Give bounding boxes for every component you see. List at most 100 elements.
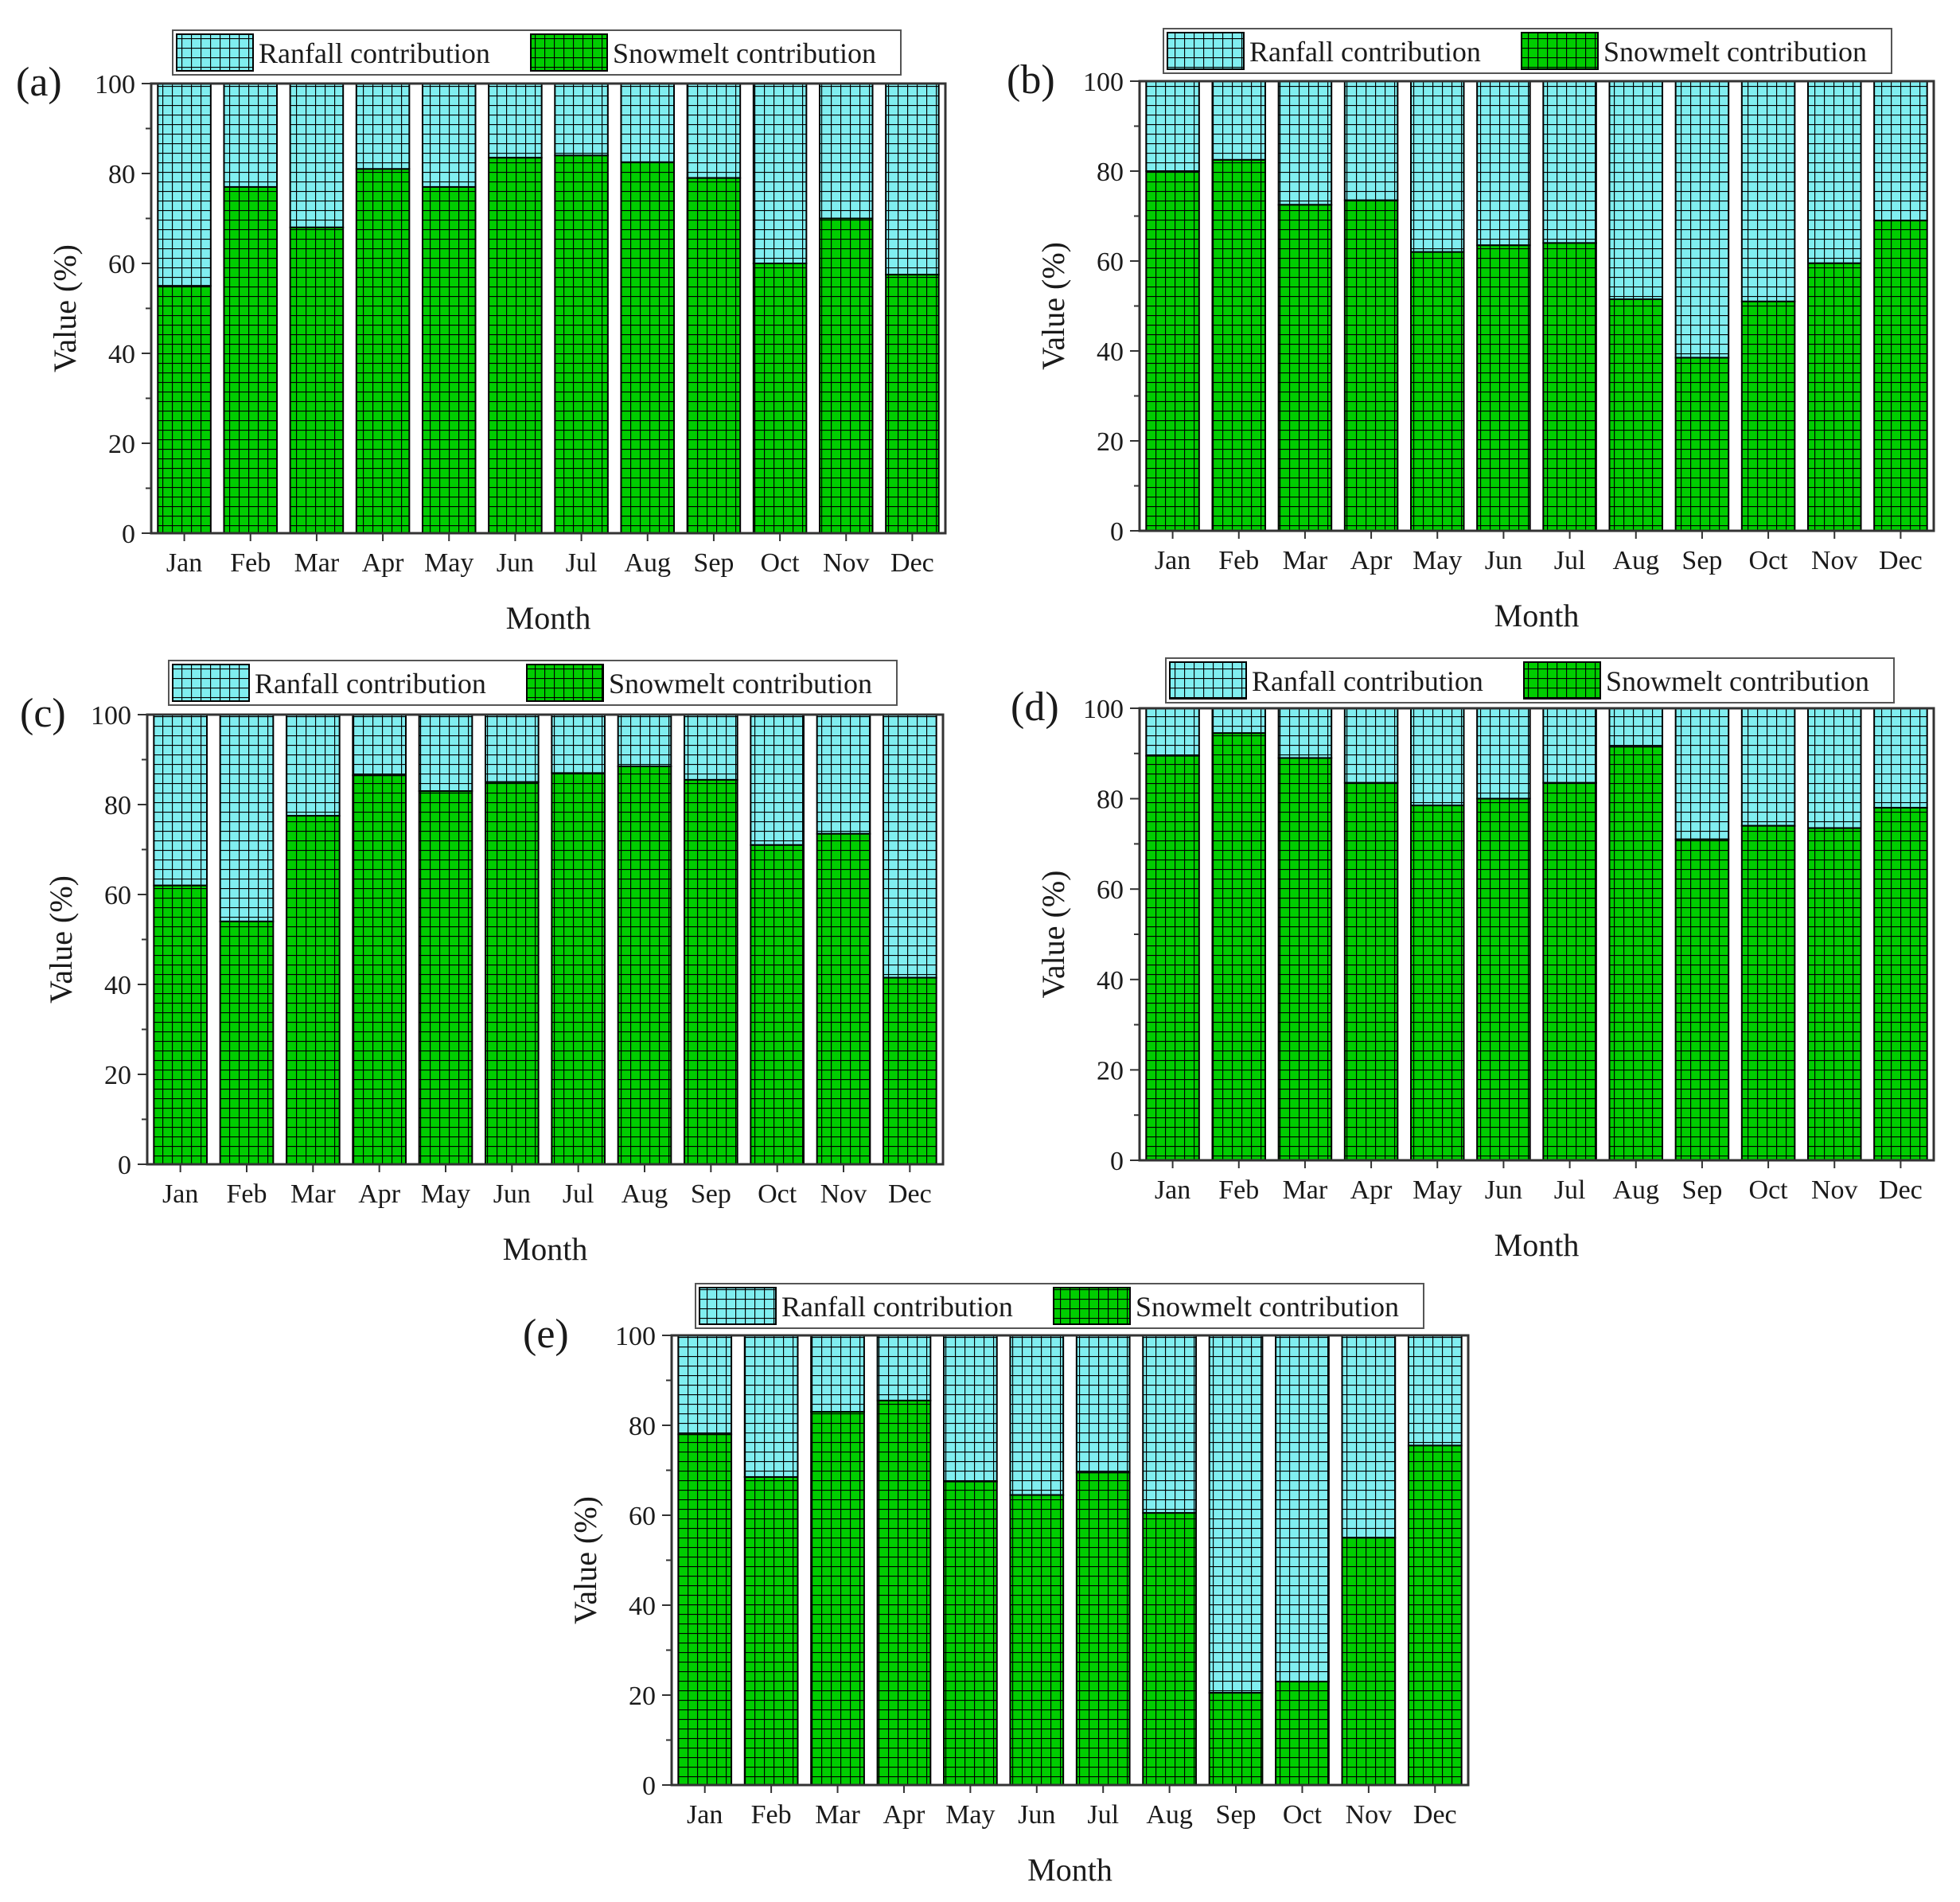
legend-label-rainfall: Ranfall contribution	[1252, 665, 1483, 697]
legend-swatch-snowmelt	[526, 664, 604, 702]
x-tick-label-feb: Feb	[1218, 546, 1259, 575]
bar-snowmelt-may	[418, 790, 473, 1165]
legend-swatch-rainfall	[1167, 32, 1245, 70]
bar-rainfall-dec	[1407, 1335, 1463, 1447]
x-tick-label-may: May	[1413, 1175, 1462, 1205]
bar-rainfall-oct	[752, 83, 808, 264]
y-tick-label-0: 0	[1110, 1147, 1124, 1176]
x-tick-label-nov: Nov	[1346, 1800, 1393, 1830]
x-tick-label-jul: Jul	[1554, 546, 1586, 575]
bar-rainfall-jun	[488, 83, 543, 159]
bar-snowmelt-sep	[1674, 357, 1730, 532]
bar-rainfall-mar	[286, 714, 341, 817]
legend: Ranfall contribution Snowmelt contributio…	[1163, 28, 1892, 74]
x-tick-label-sep: Sep	[1681, 1175, 1722, 1205]
y-tick-label-40: 40	[1097, 966, 1124, 996]
bar-snowmelt-jul	[551, 772, 606, 1165]
bar-rainfall-mar	[810, 1335, 865, 1413]
bar-rainfall-jul	[1542, 707, 1597, 784]
legend-swatch-snowmelt	[1521, 32, 1599, 70]
bar-rainfall-may	[418, 714, 473, 793]
bar-rainfall-oct	[1740, 707, 1796, 827]
bar-rainfall-jan	[1145, 80, 1200, 172]
y-tick-label-20: 20	[1097, 1056, 1124, 1085]
bar-snowmelt-feb	[219, 920, 275, 1166]
x-tick-label-mar: Mar	[1283, 1175, 1328, 1205]
y-tick-label-100: 100	[1083, 68, 1124, 97]
x-tick-label-sep: Sep	[1216, 1800, 1257, 1830]
bar-rainfall-nov	[816, 714, 871, 835]
y-tick-label-20: 20	[1097, 427, 1124, 457]
x-tick-label-apr: Apr	[1350, 546, 1393, 575]
y-tick-label-60: 60	[1097, 247, 1124, 277]
x-tick-label-jun: Jun	[497, 548, 534, 578]
bar-rainfall-jun	[1476, 80, 1531, 247]
bar-snowmelt-mar	[1277, 757, 1333, 1161]
bar-rainfall-jul	[551, 714, 606, 774]
bar-snowmelt-jul	[1542, 781, 1597, 1161]
bar-snowmelt-apr	[876, 1399, 932, 1787]
bar-snowmelt-sep	[684, 778, 738, 1165]
legend-swatch-rainfall	[699, 1287, 777, 1325]
y-tick-label-20: 20	[108, 430, 135, 459]
bar-rainfall-apr	[1343, 707, 1399, 784]
bar-snowmelt-sep	[1208, 1692, 1264, 1787]
y-tick-label-0: 0	[1110, 517, 1124, 547]
bar-rainfall-jun	[485, 714, 540, 783]
legend-swatch-rainfall	[176, 33, 254, 72]
y-tick-label-40: 40	[108, 340, 135, 369]
bar-rainfall-jul	[1542, 80, 1597, 244]
x-tick-label-sep: Sep	[693, 548, 734, 578]
x-tick-label-mar: Mar	[290, 1179, 336, 1209]
bar-rainfall-feb	[1211, 80, 1267, 161]
bar-rainfall-jun	[1009, 1335, 1065, 1496]
x-tick-label-feb: Feb	[751, 1800, 792, 1830]
bar-rainfall-jan	[1145, 707, 1200, 757]
bar-rainfall-sep	[1674, 80, 1730, 359]
x-tick-label-jun: Jun	[1485, 1175, 1522, 1205]
bar-snowmelt-jul	[1542, 242, 1597, 532]
bar-snowmelt-oct	[1740, 300, 1796, 532]
y-tick-label-40: 40	[104, 971, 131, 1000]
x-tick-label-aug: Aug	[622, 1179, 668, 1209]
bar-snowmelt-dec	[883, 976, 937, 1166]
bar-snowmelt-nov	[1806, 262, 1862, 532]
x-tick-label-dec: Dec	[1879, 546, 1923, 575]
bar-snowmelt-feb	[1211, 732, 1267, 1161]
panel-label: (d)	[1011, 684, 1059, 730]
bar-rainfall-dec	[885, 83, 940, 276]
y-tick-label-80: 80	[1097, 785, 1124, 815]
bar-rainfall-aug	[1608, 80, 1664, 301]
y-axis-title: Value (%)	[47, 244, 83, 372]
bar-rainfall-feb	[219, 714, 275, 922]
bar-snowmelt-mar	[286, 815, 341, 1165]
bar-snowmelt-nov	[1341, 1537, 1397, 1786]
x-tick-label-dec: Dec	[890, 548, 934, 578]
bar-snowmelt-jun	[1476, 797, 1531, 1161]
x-tick-label-may: May	[945, 1800, 995, 1830]
x-tick-label-nov: Nov	[823, 548, 870, 578]
x-tick-label-jun: Jun	[1018, 1800, 1055, 1830]
bar-snowmelt-aug	[1142, 1512, 1197, 1787]
bar-snowmelt-feb	[1211, 158, 1267, 532]
y-axis-title: Value (%)	[43, 875, 79, 1004]
legend-label-snowmelt: Snowmelt contribution	[1136, 1291, 1399, 1323]
chart-panel-a: Jan Feb Mar Apr May Jun Jul Aug Sep Oct Nov Dec 0 20 4…	[16, 29, 947, 636]
x-tick-label-apr: Apr	[1350, 1175, 1393, 1205]
y-tick-label-100: 100	[91, 701, 131, 731]
chart-panel-d: Jan Feb Mar Apr May Jun Jul Aug Sep Oct Nov Dec 0 20 4…	[1011, 657, 1935, 1263]
bar-snowmelt-aug	[1608, 298, 1664, 532]
y-tick-label-80: 80	[629, 1412, 656, 1441]
y-tick-label-40: 40	[1097, 337, 1124, 367]
x-tick-label-jan: Jan	[166, 548, 202, 578]
x-tick-label-oct: Oct	[761, 548, 801, 578]
bar-rainfall-jun	[1476, 707, 1531, 800]
y-tick-label-0: 0	[642, 1771, 656, 1801]
x-tick-label-apr: Apr	[362, 548, 405, 578]
bar-rainfall-jan	[153, 714, 208, 887]
y-tick-label-0: 0	[122, 520, 135, 549]
bar-snowmelt-apr	[1343, 199, 1399, 532]
bar-snowmelt-feb	[223, 185, 279, 534]
bar-snowmelt-apr	[1343, 781, 1399, 1161]
